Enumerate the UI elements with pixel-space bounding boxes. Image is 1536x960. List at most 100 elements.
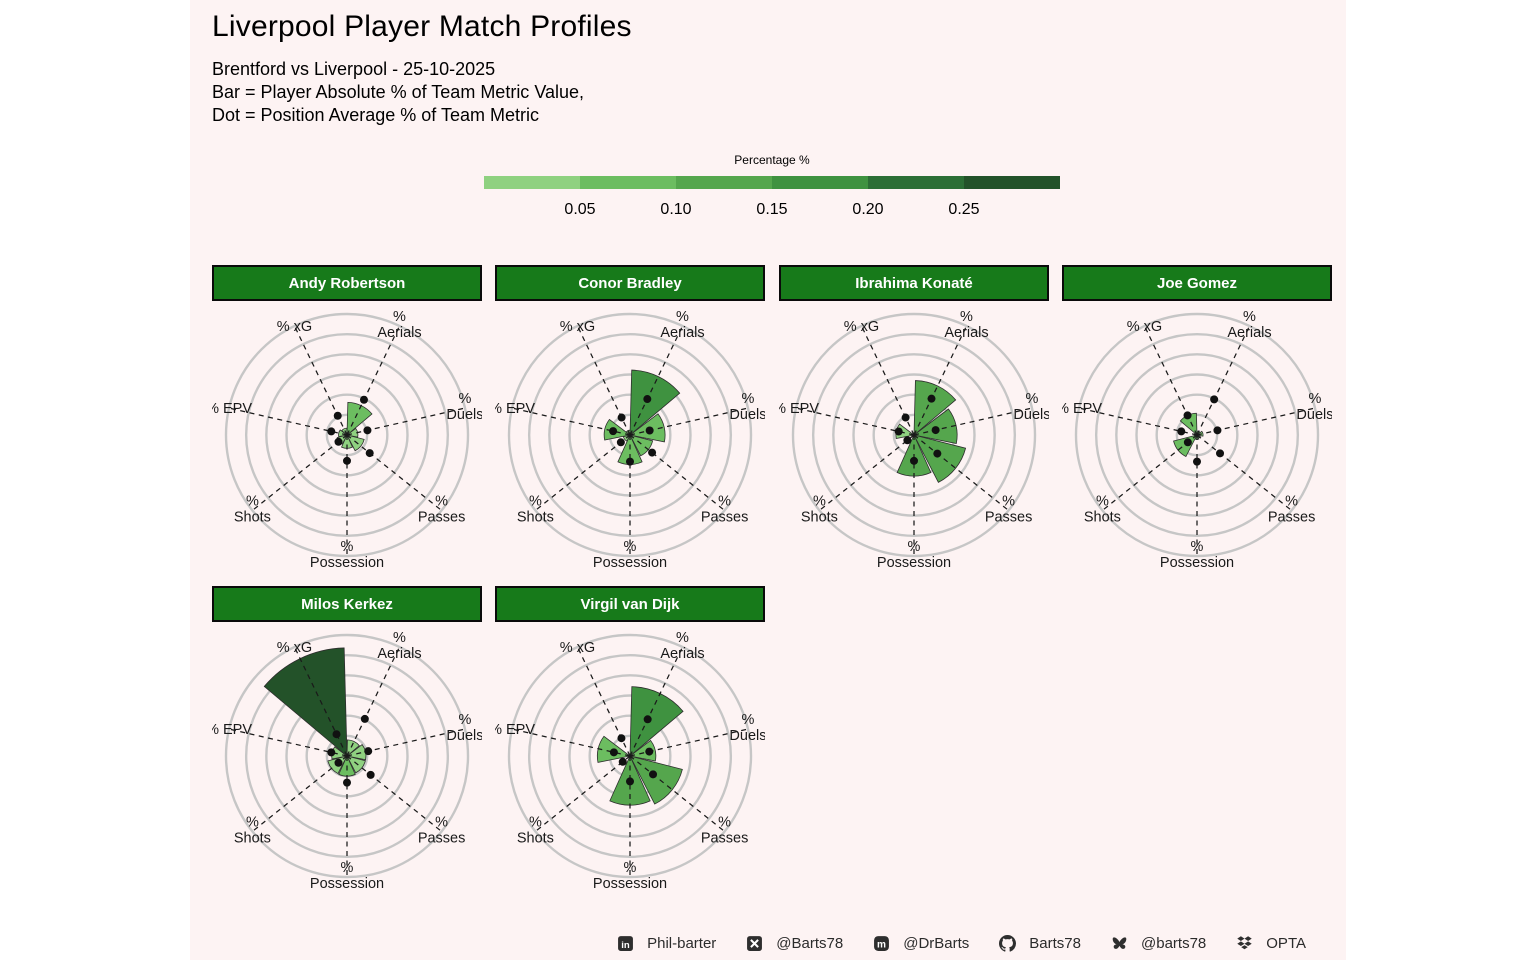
metric-bar-wedge [629, 369, 681, 436]
axis-category-label: % xG [277, 640, 312, 656]
player-panel: Joe Gomez % Aerials % Duels % Passes % Possessio… [1062, 265, 1332, 571]
footer-social-label: @Barts78 [776, 935, 844, 952]
axis-category-label: % Possession [1160, 539, 1234, 571]
polar-spoke-line [346, 646, 401, 757]
chart-subtitle-line: Brentford vs Liverpool - 25-10-2025 [212, 59, 496, 79]
position-average-dot [609, 427, 618, 436]
axis-category-label: % Duels [729, 712, 765, 744]
axis-category-label: % Aerials [660, 630, 704, 662]
axis-category-label: % xG [277, 319, 312, 335]
footer-social-item: @barts78 [1111, 935, 1206, 952]
axis-category-label: % Aerials [377, 309, 421, 341]
axis-category-label: % EPV [495, 722, 535, 738]
polar-grid-ring [791, 312, 1037, 558]
polar-grid-ring [507, 633, 753, 879]
axis-category-label: % Shots [801, 493, 838, 525]
legend-title: Percentage % [734, 153, 810, 167]
polar-spoke-line [535, 434, 631, 511]
footer-social-label: @DrBarts [903, 935, 970, 952]
polar-grid-ring [527, 332, 733, 538]
player-rose-chart: %Aerials %Duels %Passes %Possession %Shots % … [495, 630, 765, 892]
position-average-dot [617, 413, 626, 422]
player-name-header: Ibrahima Konaté [779, 265, 1049, 301]
footer-social-item: @Barts78 [746, 935, 843, 952]
metric-bar-wedge [913, 380, 957, 436]
footer-social-label: Barts78 [1029, 935, 1081, 952]
axis-category-label: % Passes [1268, 493, 1316, 525]
polar-spoke-line [913, 325, 968, 436]
position-average-dot [327, 748, 336, 757]
axis-category-label: % EPV [779, 401, 819, 417]
position-average-dot [616, 438, 625, 447]
position-average-dot [901, 413, 910, 422]
position-average-dot [364, 747, 373, 756]
axis-category-label: % xG [560, 319, 595, 335]
position-average-dot [626, 457, 634, 466]
player-name-header: Conor Bradley [495, 265, 765, 301]
github-icon [999, 935, 1017, 952]
axis-category-label: % Passes [701, 814, 749, 846]
position-average-dot [360, 714, 369, 723]
position-average-dot [334, 437, 343, 446]
polar-spoke-line [1078, 407, 1198, 436]
axis-category-label: % EPV [1062, 401, 1102, 417]
position-average-dot [927, 394, 936, 403]
polar-spoke-line [535, 755, 631, 832]
axis-category-label: % EPV [495, 401, 535, 417]
polar-spoke-line [346, 434, 442, 511]
axis-category-label: % Duels [1296, 391, 1332, 423]
axis-category-label: % EPV [212, 722, 252, 738]
player-panel: Conor Bradley % Aerials % Duels % Passes % Posse… [495, 265, 765, 571]
player-name-header: Andy Robertson [212, 265, 482, 301]
legend-tick-label: 0.20 [852, 201, 884, 218]
metric-bar-wedge [603, 418, 631, 441]
legend-tick-label: 0.15 [756, 201, 788, 218]
chart-title: Liverpool Player Match Profiles [212, 10, 632, 43]
axis-category-label: % xG [560, 640, 595, 656]
position-average-dot [365, 449, 374, 458]
axis-category-label: % Aerials [660, 309, 704, 341]
axis-category-label: % Aerials [1227, 309, 1271, 341]
axis-category-label: % Possession [310, 539, 384, 571]
position-average-dot [332, 730, 341, 739]
chart-subtitle-line: Dot = Position Average % of Team Metric [212, 105, 539, 125]
svg-text:in: in [621, 940, 630, 951]
linkedin-icon: in [618, 936, 634, 951]
footer-social-label: OPTA [1266, 935, 1306, 952]
polar-spoke-line [795, 407, 915, 436]
position-average-dot [643, 395, 652, 404]
player-rose-chart: %Aerials %Duels %Passes %Possession %Shots % … [779, 309, 1049, 571]
position-average-dot [343, 778, 351, 787]
metric-bar-wedge [346, 755, 366, 774]
polar-spoke-line [629, 646, 684, 757]
mastodon-icon: m [874, 936, 890, 951]
position-average-dot [649, 770, 658, 779]
footer-social-item: in Phil-barter [617, 935, 716, 952]
polar-spoke-line [293, 646, 348, 757]
axis-category-label: % Passes [418, 493, 466, 525]
polar-spoke-line [1196, 434, 1292, 511]
legend-colorbar [484, 176, 1060, 189]
position-average-dot [366, 770, 375, 779]
axis-category-label: % Possession [877, 539, 951, 571]
axis-category-label: % Duels [446, 391, 482, 423]
axis-category-label: % xG [844, 319, 879, 335]
position-average-dot [609, 748, 618, 757]
polar-grid-ring [1094, 332, 1300, 538]
figure-canvas: Liverpool Player Match Profiles Brentfor… [190, 0, 1346, 960]
player-name-header: Joe Gomez [1062, 265, 1332, 301]
axis-category-label: % Duels [1013, 391, 1049, 423]
position-average-dot [1210, 395, 1219, 404]
polar-grid-ring [507, 312, 753, 558]
axis-category-label: % Aerials [944, 309, 988, 341]
chart-subtitle-line: Bar = Player Absolute % of Team Metric V… [212, 82, 585, 102]
legend-color-segment [772, 176, 868, 189]
position-average-dot [333, 411, 342, 420]
position-average-dot [903, 436, 912, 445]
polar-spoke-line [346, 325, 401, 436]
dropbox-icon [1237, 936, 1252, 950]
player-panel: Ibrahima Konaté % Aerials % Duels % Passes % Pos… [779, 265, 1049, 571]
polar-spoke-line [819, 434, 915, 511]
legend-color-segment [676, 176, 772, 189]
position-average-dot [334, 758, 343, 767]
